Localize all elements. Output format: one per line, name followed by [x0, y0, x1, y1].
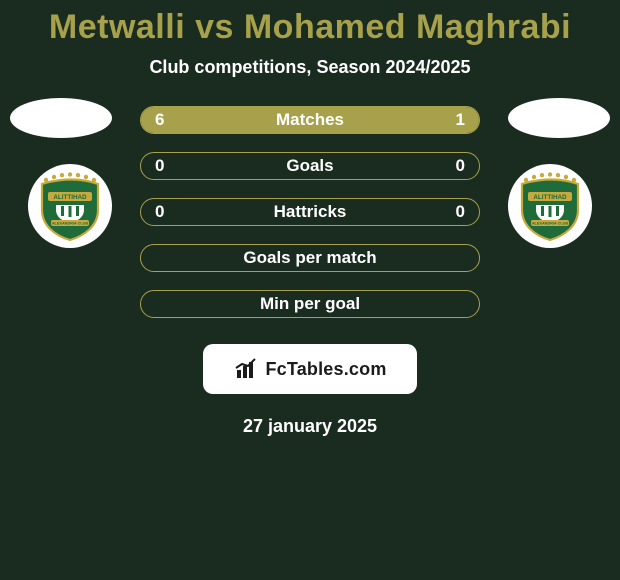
stat-bar-row: Goals per match	[140, 244, 480, 272]
brand-card: FcTables.com	[203, 344, 417, 394]
stat-label: Matches	[276, 110, 344, 130]
player-left-club-crest: ALITTIHAD ALEXANDRIA CLUB	[28, 164, 112, 248]
stat-label: Goals per match	[243, 248, 376, 268]
crest-icon: ALITTIHAD ALEXANDRIA CLUB	[34, 170, 106, 242]
svg-text:ALEXANDRIA CLUB: ALEXANDRIA CLUB	[52, 222, 89, 226]
player-left-avatar-placeholder	[10, 98, 112, 138]
stat-value-left: 0	[155, 202, 164, 222]
date-text: 27 january 2025	[0, 416, 620, 437]
subtitle: Club competitions, Season 2024/2025	[0, 57, 620, 78]
stat-label: Hattricks	[274, 202, 347, 222]
stat-value-left: 0	[155, 156, 164, 176]
stat-bar-row: 6 1 Matches	[140, 106, 480, 134]
brand-text: FcTables.com	[265, 359, 386, 380]
stat-label: Min per goal	[260, 294, 360, 314]
player-right-avatar-placeholder	[508, 98, 610, 138]
stat-label: Goals	[286, 156, 333, 176]
svg-text:ALITTIHAD: ALITTIHAD	[533, 194, 567, 201]
stat-bars: 6 1 Matches 0 0 Goals 0 0 Hattricks Goals per mat…	[140, 106, 480, 318]
player-right-club-crest: ALITTIHAD ALEXANDRIA CLUB	[508, 164, 592, 248]
stat-value-right: 0	[456, 202, 465, 222]
crest-icon: ALITTIHAD ALEXANDRIA CLUB	[514, 170, 586, 242]
stat-value-right: 1	[456, 110, 465, 130]
arena: ALITTIHAD ALEXANDRIA CLUB ALITTIHAD ALEX…	[0, 106, 620, 318]
brand-chart-icon	[233, 356, 259, 382]
stat-value-right: 0	[456, 156, 465, 176]
svg-text:ALITTIHAD: ALITTIHAD	[53, 194, 87, 201]
stat-bar-row: 0 0 Goals	[140, 152, 480, 180]
stat-bar-row: 0 0 Hattricks	[140, 198, 480, 226]
comparison-card: Metwalli vs Mohamed Maghrabi Club compet…	[0, 0, 620, 580]
stat-value-left: 6	[155, 110, 164, 130]
stat-bar-row: Min per goal	[140, 290, 480, 318]
svg-text:ALEXANDRIA CLUB: ALEXANDRIA CLUB	[532, 222, 569, 226]
page-title: Metwalli vs Mohamed Maghrabi	[0, 8, 620, 47]
